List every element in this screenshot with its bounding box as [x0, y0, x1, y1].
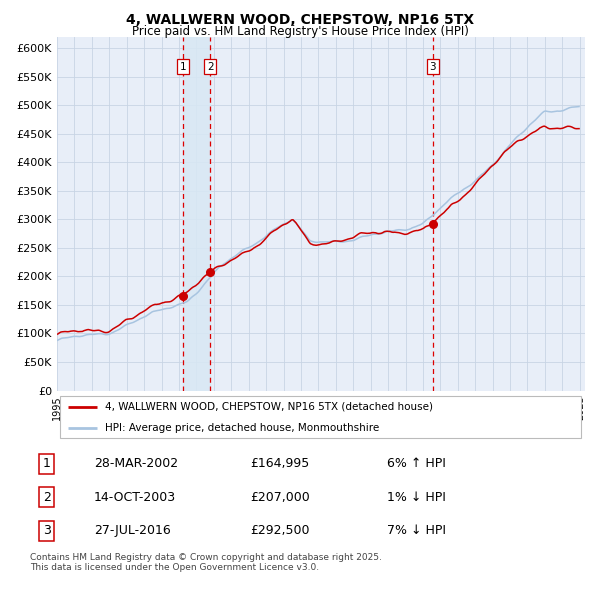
Text: 1: 1	[179, 62, 187, 71]
Text: 27-JUL-2016: 27-JUL-2016	[94, 525, 171, 537]
Text: 1: 1	[43, 457, 50, 470]
Text: HPI: Average price, detached house, Monmouthshire: HPI: Average price, detached house, Monm…	[104, 422, 379, 432]
Text: 2: 2	[43, 491, 50, 504]
Text: 28-MAR-2002: 28-MAR-2002	[94, 457, 178, 470]
Text: £164,995: £164,995	[250, 457, 310, 470]
Text: 3: 3	[430, 62, 436, 71]
Text: 2: 2	[207, 62, 214, 71]
Text: £207,000: £207,000	[250, 491, 310, 504]
Text: Price paid vs. HM Land Registry's House Price Index (HPI): Price paid vs. HM Land Registry's House …	[131, 25, 469, 38]
Text: 4, WALLWERN WOOD, CHEPSTOW, NP16 5TX (detached house): 4, WALLWERN WOOD, CHEPSTOW, NP16 5TX (de…	[104, 402, 433, 412]
Text: 1% ↓ HPI: 1% ↓ HPI	[387, 491, 446, 504]
Text: 3: 3	[43, 525, 50, 537]
Text: 14-OCT-2003: 14-OCT-2003	[94, 491, 176, 504]
Bar	[183, 37, 210, 391]
Text: 4, WALLWERN WOOD, CHEPSTOW, NP16 5TX: 4, WALLWERN WOOD, CHEPSTOW, NP16 5TX	[126, 13, 474, 27]
FancyBboxPatch shape	[59, 396, 581, 438]
Text: £292,500: £292,500	[250, 525, 310, 537]
Text: Contains HM Land Registry data © Crown copyright and database right 2025.
This d: Contains HM Land Registry data © Crown c…	[30, 553, 382, 572]
Text: 7% ↓ HPI: 7% ↓ HPI	[387, 525, 446, 537]
Text: 6% ↑ HPI: 6% ↑ HPI	[387, 457, 446, 470]
